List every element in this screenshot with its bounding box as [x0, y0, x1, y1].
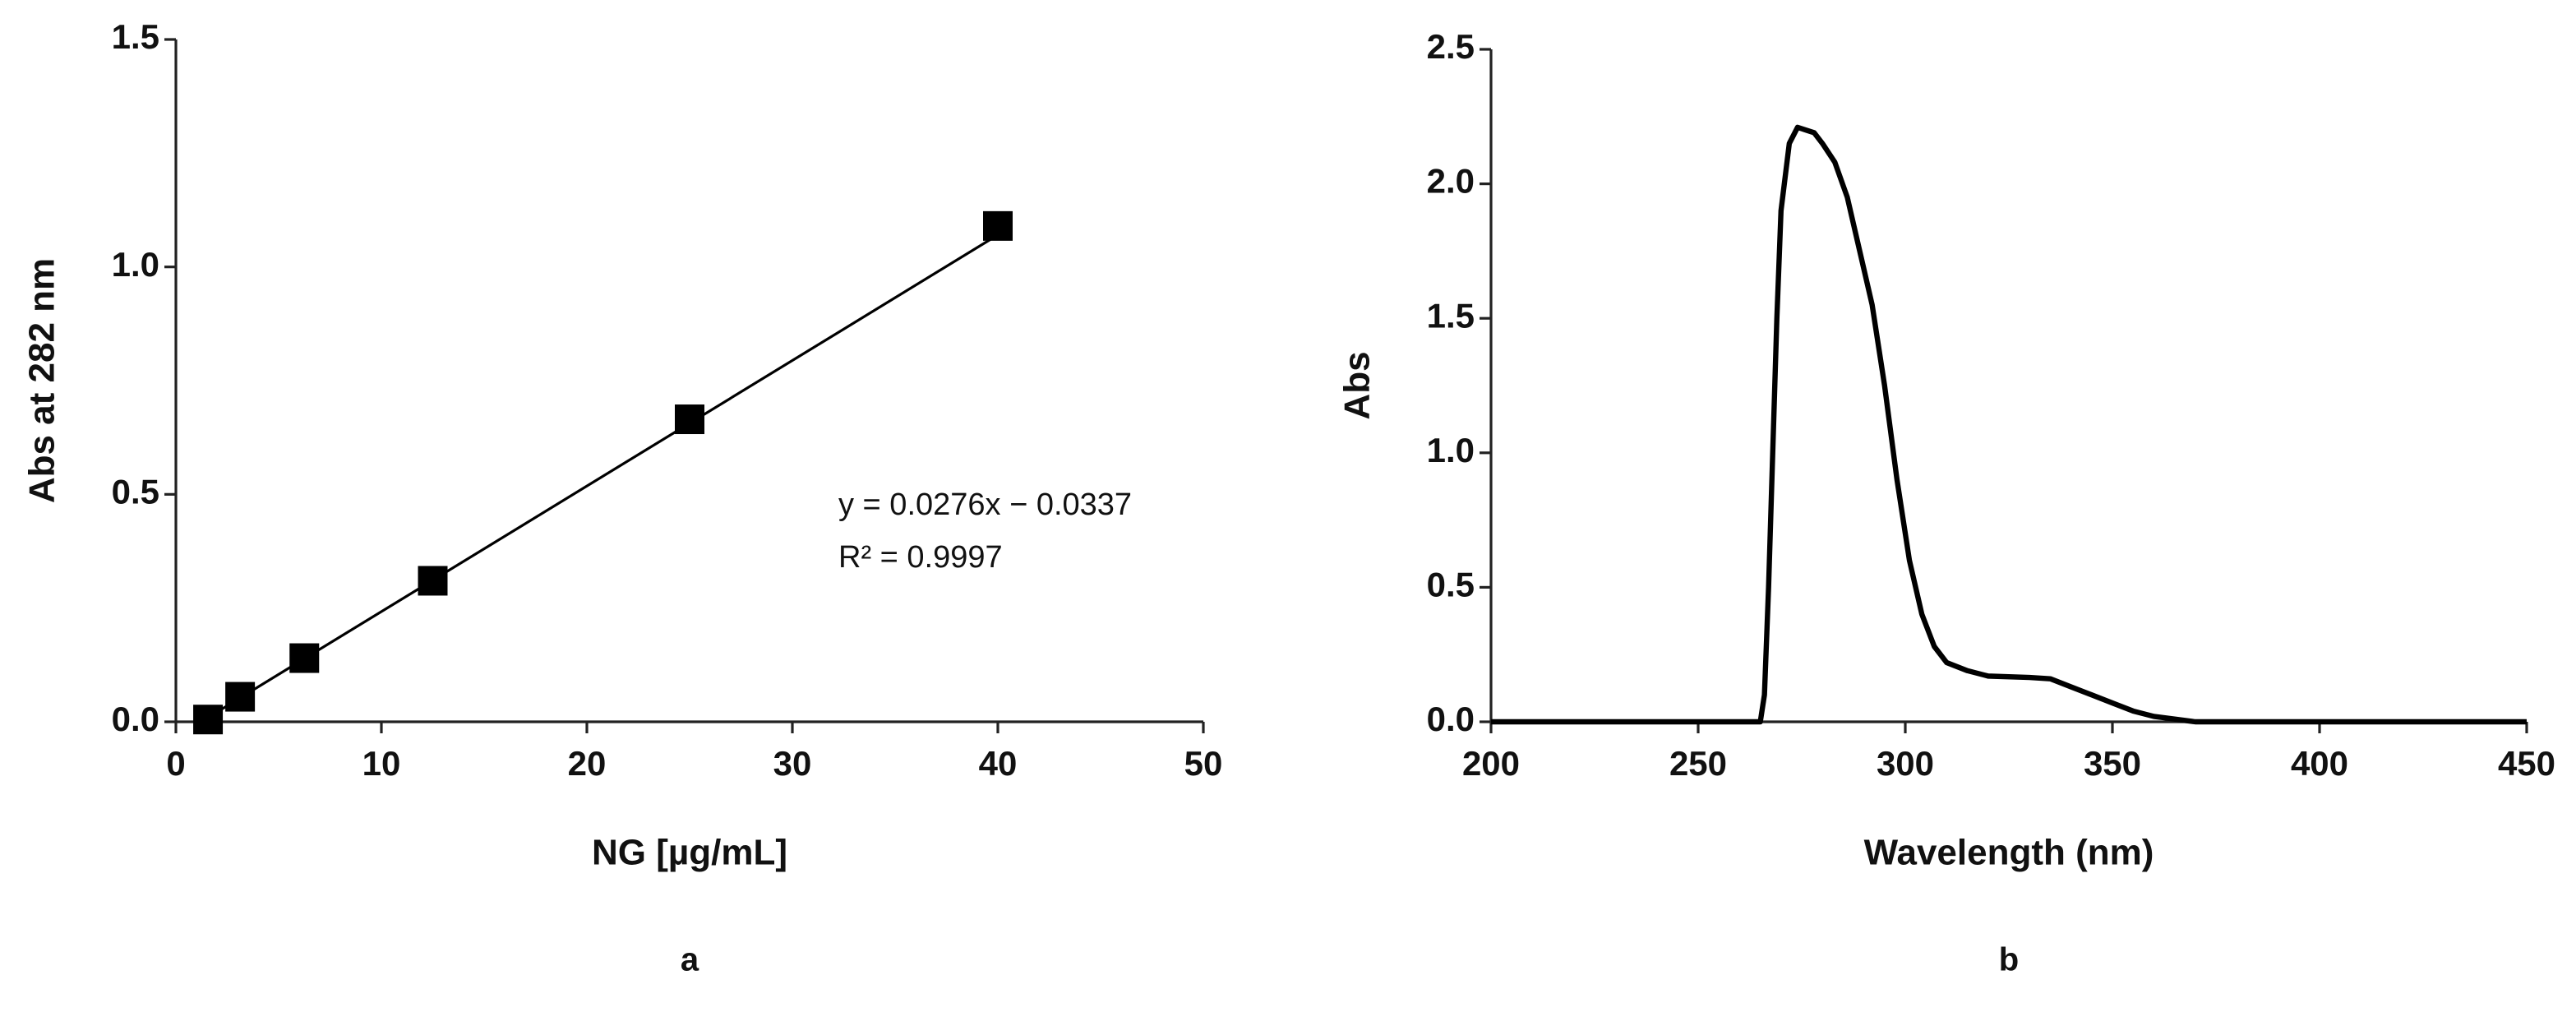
x-tick-label: 450: [2498, 744, 2555, 783]
x-tick-label: 350: [2084, 744, 2141, 783]
x-axis-title: NG [µg/mL]: [592, 833, 787, 873]
point: [289, 643, 320, 673]
y-axis-title: Abs: [1337, 351, 1378, 419]
point: [983, 210, 1013, 241]
y-tick-label: 0.5: [112, 472, 159, 511]
x-tick-label: 0: [166, 744, 185, 783]
annotation: R² = 0.9997: [838, 540, 1003, 575]
panel-label: b: [1999, 942, 2019, 978]
x-axis-title: Wavelength (nm): [1864, 833, 2154, 873]
x-tick-label: 250: [1669, 744, 1727, 783]
y-tick-label: 1.0: [112, 245, 159, 284]
x-tick-label: 300: [1877, 744, 1934, 783]
x-tick-label: 20: [568, 744, 607, 783]
x-tick-label: 10: [362, 744, 401, 783]
y-axis-title: Abs at 282 nm: [22, 258, 62, 503]
spectrum-line: [1491, 124, 2527, 725]
y-tick-label: 0.5: [1427, 565, 1475, 603]
point: [225, 682, 256, 712]
y-tick-label: 0.0: [112, 700, 159, 738]
fit-line: [207, 233, 999, 719]
point: [418, 566, 448, 596]
y-tick-label: 0.0: [1427, 700, 1475, 738]
y-tick-label: 1.5: [112, 17, 159, 56]
annotation: y = 0.0276x − 0.0337: [838, 488, 1132, 522]
point: [675, 404, 704, 435]
y-tick-label: 2.5: [1427, 27, 1475, 66]
panel-label: a: [681, 942, 699, 978]
x-tick-label: 200: [1462, 744, 1520, 783]
y-tick-label: 1.5: [1427, 296, 1475, 335]
point: [193, 705, 224, 735]
y-tick-label: 1.0: [1427, 431, 1475, 469]
x-tick-label: 50: [1184, 744, 1223, 783]
y-tick-label: 2.0: [1427, 162, 1475, 201]
x-tick-label: 30: [773, 744, 812, 783]
x-tick-label: 40: [979, 744, 1018, 783]
x-tick-label: 400: [2291, 744, 2348, 783]
